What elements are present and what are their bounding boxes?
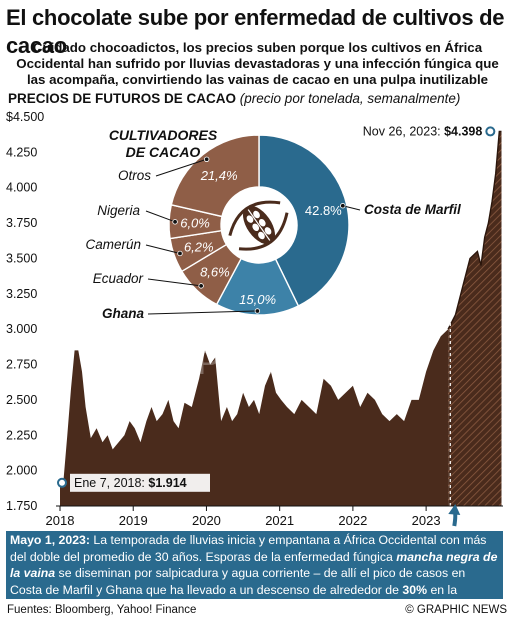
category-label-bg [362, 201, 466, 218]
low-point-value: $1.914 [148, 476, 186, 490]
x-tick-label: 2019 [119, 513, 148, 528]
low-point-date: Ene 7, 2018: [74, 476, 148, 490]
note-text-2: se diseminan por salpicadura y agua corr… [10, 566, 466, 597]
peak-point-date: Nov 26, 2023: [363, 124, 444, 138]
cocoa-bean [246, 215, 254, 223]
peak-point-value: $4.398 [444, 124, 482, 138]
leader-dot [172, 219, 178, 225]
y-tick-label: 2.750 [6, 358, 37, 372]
leader-dot [177, 250, 183, 257]
slice-otros [170, 134, 260, 218]
note-pct: 30% [402, 582, 428, 597]
cocoa-bean [253, 210, 260, 219]
category-nigeria: Nigeria [97, 203, 140, 218]
price-area [60, 329, 449, 506]
leader-dot [203, 156, 210, 162]
cocoa-bean [258, 219, 266, 227]
peak-point-marker [485, 126, 496, 137]
standfirst: Cuidado chocoadictos, los precios suben … [16, 40, 499, 87]
x-tick-label: 2022 [338, 513, 367, 528]
category-ghana: Ghana [102, 306, 145, 321]
sources: Fuentes: Bloomberg, Yahoo! Finance [7, 604, 197, 616]
slice-value-ghana: 15,0% [239, 292, 276, 307]
y-tick-label: 4.250 [6, 145, 37, 159]
cocoa-pod-leaves [228, 200, 289, 251]
y-tick-label: 2.250 [6, 428, 37, 442]
y-tick-label: 3.000 [6, 322, 37, 336]
slice-value-otros: 21,4% [200, 168, 238, 183]
y-tick-label: 1.750 [6, 499, 37, 513]
section-title-text: PRECIOS DE FUTUROS DE CACAO [8, 91, 237, 106]
category-label-bg [67, 236, 143, 253]
slice-value-costa-de-marfil: 42.8% [305, 203, 342, 218]
y-tick-label: 4.000 [6, 181, 37, 195]
cocoa-bean [252, 223, 260, 231]
slice-value-camerun: 6,2% [184, 240, 214, 255]
section-title: PRECIOS DE FUTUROS DE CACAO (precio por … [8, 91, 460, 106]
cocoa-bean [258, 231, 265, 240]
y-tick-label: 3.750 [6, 216, 37, 230]
category-label-bg [70, 305, 146, 322]
price-line-highlight [447, 130, 502, 330]
y-tick-label: 3.250 [6, 287, 37, 301]
category-label-bg [69, 270, 145, 287]
credit: © GRAPHIC NEWS [405, 604, 507, 616]
leader-dot [198, 283, 204, 289]
leader-line [147, 278, 202, 287]
category-otros: Otros [118, 168, 151, 183]
slice-value-ecuador: 8,6% [200, 264, 230, 279]
section-subtitle: (precio por tonelada, semanalmente) [239, 91, 461, 106]
slice-costa-de-marfil [258, 134, 350, 307]
leader-dot [254, 308, 261, 314]
low-point-marker [57, 477, 67, 488]
x-tick-label: 2023 [412, 513, 441, 528]
note-box: Mayo 1, 2023: La temporada de lluvias in… [6, 531, 503, 613]
slice-value-nigeria: 6,0% [180, 216, 210, 231]
y-tick-label: 3.500 [6, 251, 37, 265]
category-label-bg [77, 167, 153, 184]
note-text-1: La temporada de lluvias inicia y empanta… [10, 533, 487, 564]
low-point-label: Ene 7, 2018: $1.914 [74, 476, 187, 490]
note-arrow-head [448, 504, 461, 515]
category-costa-de-marfil: Costa de Marfil [364, 202, 461, 217]
note-text-3: en la cosecha de cacao [10, 582, 458, 614]
leader-line [342, 205, 361, 211]
leader-dot [340, 203, 346, 209]
cocoa-bean [264, 227, 272, 235]
x-tick-label: 2020 [192, 513, 221, 528]
category-ecuador: Ecuador [93, 271, 144, 286]
note-date: Mayo 1, 2023: [10, 533, 90, 547]
low-label-bg [70, 473, 210, 492]
leader-line [147, 310, 258, 315]
cocoa-pod-ridge [245, 206, 273, 244]
leader-line [145, 244, 181, 254]
pie-title-line-2: DE CACAO [126, 144, 201, 160]
category-label-bg [66, 202, 142, 219]
leader-line [145, 210, 176, 223]
leader-line [155, 158, 207, 177]
y-tick-label: $4.500 [6, 110, 44, 124]
x-tick-label: 2018 [46, 513, 75, 528]
x-tick-label: 2021 [265, 513, 294, 528]
pie-title-line-1: CULTIVADORES [109, 127, 218, 143]
watermark: GRAPHIC NEWS [124, 344, 390, 382]
cocoa-pod-icon [228, 200, 289, 251]
y-tick-label: 2.500 [6, 393, 37, 407]
note-disease: mancha negra de la vaina [10, 549, 498, 581]
headline: El chocolate sube por enfermedad de cult… [6, 5, 505, 58]
peak-point-label: Nov 26, 2023: $4.398 [363, 124, 483, 138]
y-tick-label: 2.000 [6, 464, 37, 478]
category-camerun: Camerún [85, 237, 141, 252]
